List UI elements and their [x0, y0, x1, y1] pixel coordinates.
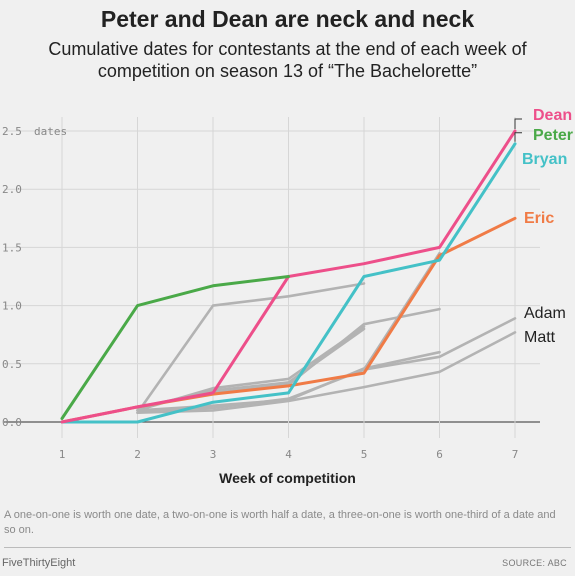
y-tick-label: 0.5: [2, 358, 22, 371]
series-label-dean: Dean: [533, 107, 572, 124]
footnote: A one-on-one is worth one date, a two-on…: [4, 509, 556, 536]
brand-logo-text: FiveThirtyEight: [2, 557, 76, 569]
series-line-other: [136, 282, 366, 415]
series-line-matt: [136, 331, 517, 415]
y-tick-label: 0.0: [2, 416, 22, 429]
line-chart: 0.0 0.5 1.0 1.5 2.0 2.5 dates 1 2 3 4 5 6 7 Dean Peter B…: [2, 107, 573, 461]
x-tick-label: 1: [59, 448, 66, 461]
x-tick-label: 3: [210, 448, 217, 461]
series-line-adam: [136, 317, 517, 412]
x-tick-label: 2: [134, 448, 141, 461]
chart-title: Peter and Dean are neck and neck: [100, 6, 475, 32]
footer-divider: [4, 547, 571, 548]
series-line-peter: [60, 275, 290, 420]
y-tick-label: 1.5: [2, 241, 22, 254]
series-label-bryan: Bryan: [522, 151, 567, 168]
x-tick-label: 6: [436, 448, 443, 461]
source-label: SOURCE: ABC: [502, 558, 567, 568]
x-tick-label: 7: [512, 448, 519, 461]
x-axis-label: Week of competition: [219, 470, 356, 486]
series-label-adam: Adam: [524, 305, 566, 322]
dean-leader: [514, 118, 522, 129]
y-tick-label: 2.0: [2, 183, 22, 196]
y-tick-label: 1.0: [2, 300, 22, 313]
x-tick-label: 5: [361, 448, 368, 461]
chart-subtitle: Cumulative dates for contestants at the …: [48, 39, 527, 81]
y-tick-label: 2.5: [2, 125, 22, 138]
series-line-bryan: [60, 142, 517, 424]
series-label-matt: Matt: [524, 329, 556, 346]
x-tick-label: 4: [285, 448, 292, 461]
series-label-eric: Eric: [524, 210, 554, 227]
peter-leader: [514, 132, 522, 142]
y-axis-label: dates: [34, 125, 67, 138]
series-label-peter: Peter: [533, 127, 573, 144]
